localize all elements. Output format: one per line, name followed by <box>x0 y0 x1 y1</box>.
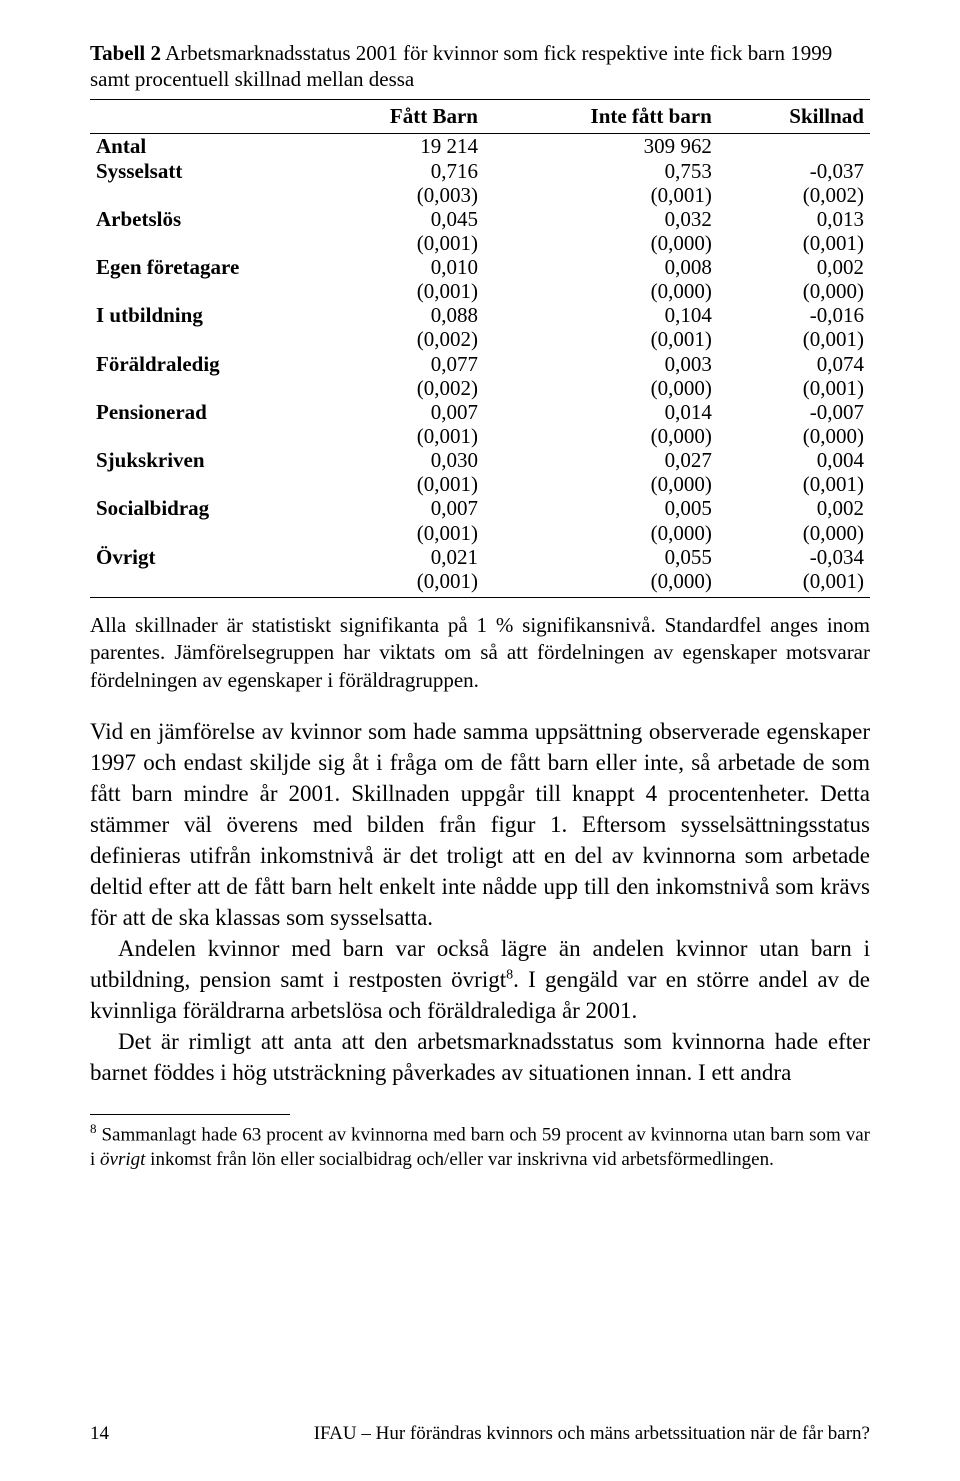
cell: 0,104(0,001) <box>484 303 718 351</box>
cell: 0,013(0,001) <box>718 207 870 255</box>
page: Tabell 2 Arbetsmarknadsstatus 2001 för k… <box>0 0 960 1481</box>
cell: 0,027(0,000) <box>484 448 718 496</box>
paragraph-1: Vid en jämförelse av kvinnor som hade sa… <box>90 716 870 933</box>
table-row: I utbildning 0,088(0,002) 0,104(0,001) -… <box>90 303 870 351</box>
cell: 0,030(0,001) <box>308 448 484 496</box>
cell: 0,010(0,001) <box>308 255 484 303</box>
cell: 0,077(0,002) <box>308 352 484 400</box>
table-row: Antal 19 214 309 962 <box>90 133 870 159</box>
footnote-8: 8 Sammanlagt hade 63 procent av kvinnorn… <box>90 1121 870 1171</box>
header-col-2: Inte fått barn <box>484 99 718 133</box>
table-caption-rest: Arbetsmarknadsstatus 2001 för kvinnor so… <box>90 41 832 91</box>
cell: -0,007(0,000) <box>718 400 870 448</box>
cell: 0,007(0,001) <box>308 400 484 448</box>
page-number: 14 <box>90 1423 109 1445</box>
cell: 0,032(0,000) <box>484 207 718 255</box>
table-header-row: Fått Barn Inte fått barn Skillnad <box>90 99 870 133</box>
footer-text: IFAU – Hur förändras kvinnors och mäns a… <box>314 1423 870 1445</box>
cell: 0,045(0,001) <box>308 207 484 255</box>
paragraph-2: Andelen kvinnor med barn var också lägre… <box>90 933 870 1026</box>
row-label: Övrigt <box>90 545 308 598</box>
cell: -0,037(0,002) <box>718 159 870 207</box>
cell <box>718 133 870 159</box>
row-label: Arbetslös <box>90 207 308 255</box>
footnote-number: 8 <box>90 1121 97 1136</box>
cell: -0,034(0,001) <box>718 545 870 598</box>
table-note: Alla skillnader är statistiskt signifika… <box>90 612 870 694</box>
cell: 0,716(0,003) <box>308 159 484 207</box>
footnote-rule <box>90 1114 290 1115</box>
header-col-1: Fått Barn <box>308 99 484 133</box>
cell: 0,055(0,000) <box>484 545 718 598</box>
table-row: Pensionerad 0,007(0,001) 0,014(0,000) -0… <box>90 400 870 448</box>
row-label: Sjukskriven <box>90 448 308 496</box>
cell: 0,014(0,000) <box>484 400 718 448</box>
table-row: Socialbidrag 0,007(0,001) 0,005(0,000) 0… <box>90 496 870 544</box>
header-col-3: Skillnad <box>718 99 870 133</box>
cell: 0,074(0,001) <box>718 352 870 400</box>
row-label: Föräldraledig <box>90 352 308 400</box>
table-caption: Tabell 2 Arbetsmarknadsstatus 2001 för k… <box>90 40 870 93</box>
cell: 19 214 <box>308 133 484 159</box>
table-row: Sysselsatt 0,716(0,003) 0,753(0,001) -0,… <box>90 159 870 207</box>
table-row: Egen företagare 0,010(0,001) 0,008(0,000… <box>90 255 870 303</box>
cell: 0,002(0,000) <box>718 496 870 544</box>
table-row: Föräldraledig 0,077(0,002) 0,003(0,000) … <box>90 352 870 400</box>
row-label: Egen företagare <box>90 255 308 303</box>
header-blank <box>90 99 308 133</box>
row-label: Pensionerad <box>90 400 308 448</box>
page-footer: 14 IFAU – Hur förändras kvinnors och män… <box>90 1423 870 1445</box>
cell: 0,007(0,001) <box>308 496 484 544</box>
cell: 0,753(0,001) <box>484 159 718 207</box>
cell: -0,016(0,001) <box>718 303 870 351</box>
row-label: Antal <box>90 133 308 159</box>
table-row: Övrigt 0,021(0,001) 0,055(0,000) -0,034(… <box>90 545 870 598</box>
table-row: Sjukskriven 0,030(0,001) 0,027(0,000) 0,… <box>90 448 870 496</box>
table-row: Arbetslös 0,045(0,001) 0,032(0,000) 0,01… <box>90 207 870 255</box>
footnote-italic: övrigt <box>100 1149 145 1170</box>
cell: 0,008(0,000) <box>484 255 718 303</box>
row-label: I utbildning <box>90 303 308 351</box>
cell: 309 962 <box>484 133 718 159</box>
cell: 0,005(0,000) <box>484 496 718 544</box>
row-label: Socialbidrag <box>90 496 308 544</box>
cell: 0,002(0,000) <box>718 255 870 303</box>
data-table: Fått Barn Inte fått barn Skillnad Antal … <box>90 99 870 599</box>
row-label: Sysselsatt <box>90 159 308 207</box>
cell: 0,088(0,002) <box>308 303 484 351</box>
paragraph-3: Det är rimligt att anta att den arbetsma… <box>90 1026 870 1088</box>
cell: 0,021(0,001) <box>308 545 484 598</box>
cell: 0,003(0,000) <box>484 352 718 400</box>
table-caption-prefix: Tabell 2 <box>90 41 161 65</box>
cell: 0,004(0,001) <box>718 448 870 496</box>
footnote-post: inkomst från lön eller socialbidrag och/… <box>145 1149 773 1170</box>
